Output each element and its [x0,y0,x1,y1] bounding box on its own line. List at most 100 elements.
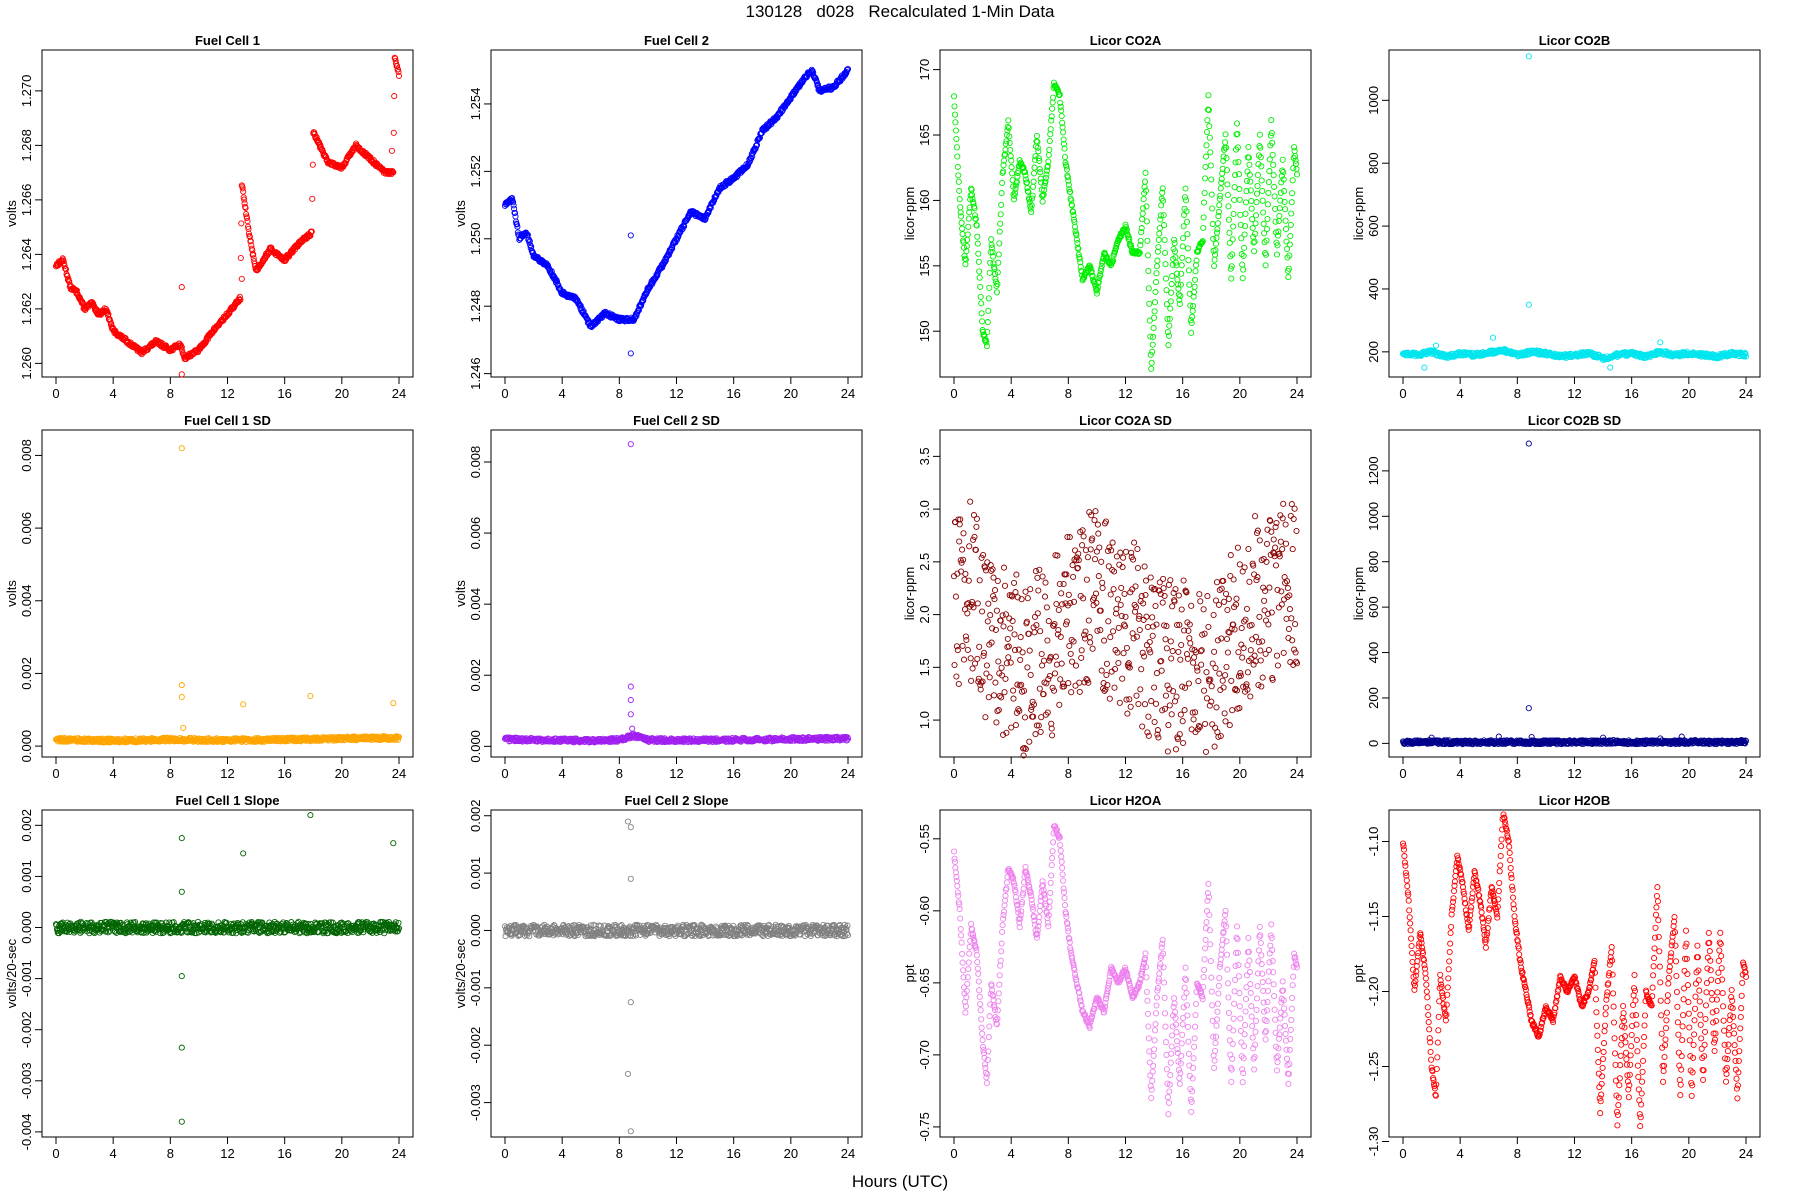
data-point [577,302,584,309]
outlier-point [1525,301,1532,308]
data-point [1154,257,1161,264]
x-tick-label: 12 [220,386,234,401]
y-tick-label: 0.006 [19,512,34,545]
y-tick-label: 0.008 [468,446,483,479]
data-point [1279,156,1286,163]
data-point [974,233,981,240]
data-point [998,664,1005,671]
data-point [1251,248,1258,255]
data-point [1035,148,1042,155]
data-point [1096,544,1103,551]
data-point [1143,613,1150,620]
data-point [999,179,1006,187]
data-point [977,293,984,300]
data-point [1276,212,1283,220]
y-tick-label: 150 [917,320,932,342]
data-point [988,236,995,243]
data-point [246,233,253,240]
data-point [1151,684,1158,691]
data-point [1072,662,1080,669]
data-point [1028,209,1035,216]
data-point [1041,593,1049,600]
figure-title: 130128 d028 Recalculated 1-Min Data [745,2,1055,21]
data-point [1056,701,1063,708]
data-point [178,343,185,351]
data-point [993,607,1000,614]
data-point [1031,613,1039,620]
y-tick-label: 0.004 [468,588,483,621]
data-point [1214,220,1221,227]
data-point [1242,199,1250,206]
data-point [1158,667,1165,674]
data-point [1120,650,1127,657]
data-point [1237,211,1244,218]
data-point [1263,225,1271,233]
y-tick-label: 2.0 [917,606,932,624]
data-point [1000,623,1007,630]
data-point [323,153,330,161]
data-point [1271,183,1278,190]
outlier-point [1489,334,1497,341]
data-point [1266,168,1273,175]
data-point [1204,117,1211,124]
data-point [959,546,966,553]
data-point [984,559,991,566]
data-point [1259,187,1266,195]
outlier-point [178,693,185,701]
data-point [1184,245,1191,252]
data-point [1103,660,1110,667]
data-point [975,258,982,265]
data-point [1019,649,1026,656]
data-point [1291,147,1298,155]
outlier-point [1657,339,1664,346]
data-point [1231,196,1238,204]
data-point [1142,577,1150,584]
data-point [1161,249,1169,256]
x-tick-label: 8 [616,386,623,401]
data-point [1085,617,1092,624]
data-point [1156,230,1163,237]
data-point [1053,661,1060,668]
data-point [315,138,323,146]
data-point [237,254,244,262]
data-point [1273,251,1281,258]
y-tick-label: 1.264 [19,238,34,271]
y-tick-label: 2.5 [917,553,932,571]
data-point [1248,197,1255,205]
data-point [1160,575,1167,582]
data-point [979,318,986,325]
y-tick-label: 170 [917,59,932,81]
data-point [1270,172,1277,179]
data-point [1137,686,1144,693]
data-point [1012,589,1019,596]
data-point [1211,262,1218,270]
y-tick-label: 1000 [1366,86,1381,115]
data-point [998,694,1005,701]
x-tick-label: 12 [220,766,234,781]
y-tick-label: 1.248 [468,290,483,323]
y-tick-label: 800 [1366,152,1381,174]
y-tick-label: 0.002 [19,657,34,690]
plot-co2asd: Licor CO2A SD0 4 8 12 16 20 241.01.52.02.53.03… [902,413,1312,781]
data-point [956,521,963,528]
data-point [65,275,72,282]
data-point [1034,610,1041,617]
data-point [1043,604,1050,611]
data-point [391,93,398,100]
data-point [1252,212,1260,219]
data-point [1099,584,1106,592]
plot-frame [41,49,414,378]
data-point [1005,117,1012,124]
data-point [985,600,992,607]
data-point [64,272,71,280]
data-point [1293,165,1300,173]
data-point [988,567,995,574]
data-point [1032,731,1039,738]
data-point [1146,638,1153,646]
y-axis-label: licor-ppm [902,567,917,620]
x-tick-label: 16 [1175,386,1189,401]
data-point [1189,307,1196,314]
data-point [1161,222,1168,229]
data-point [1152,700,1160,707]
x-tick-label: 0 [950,766,957,781]
